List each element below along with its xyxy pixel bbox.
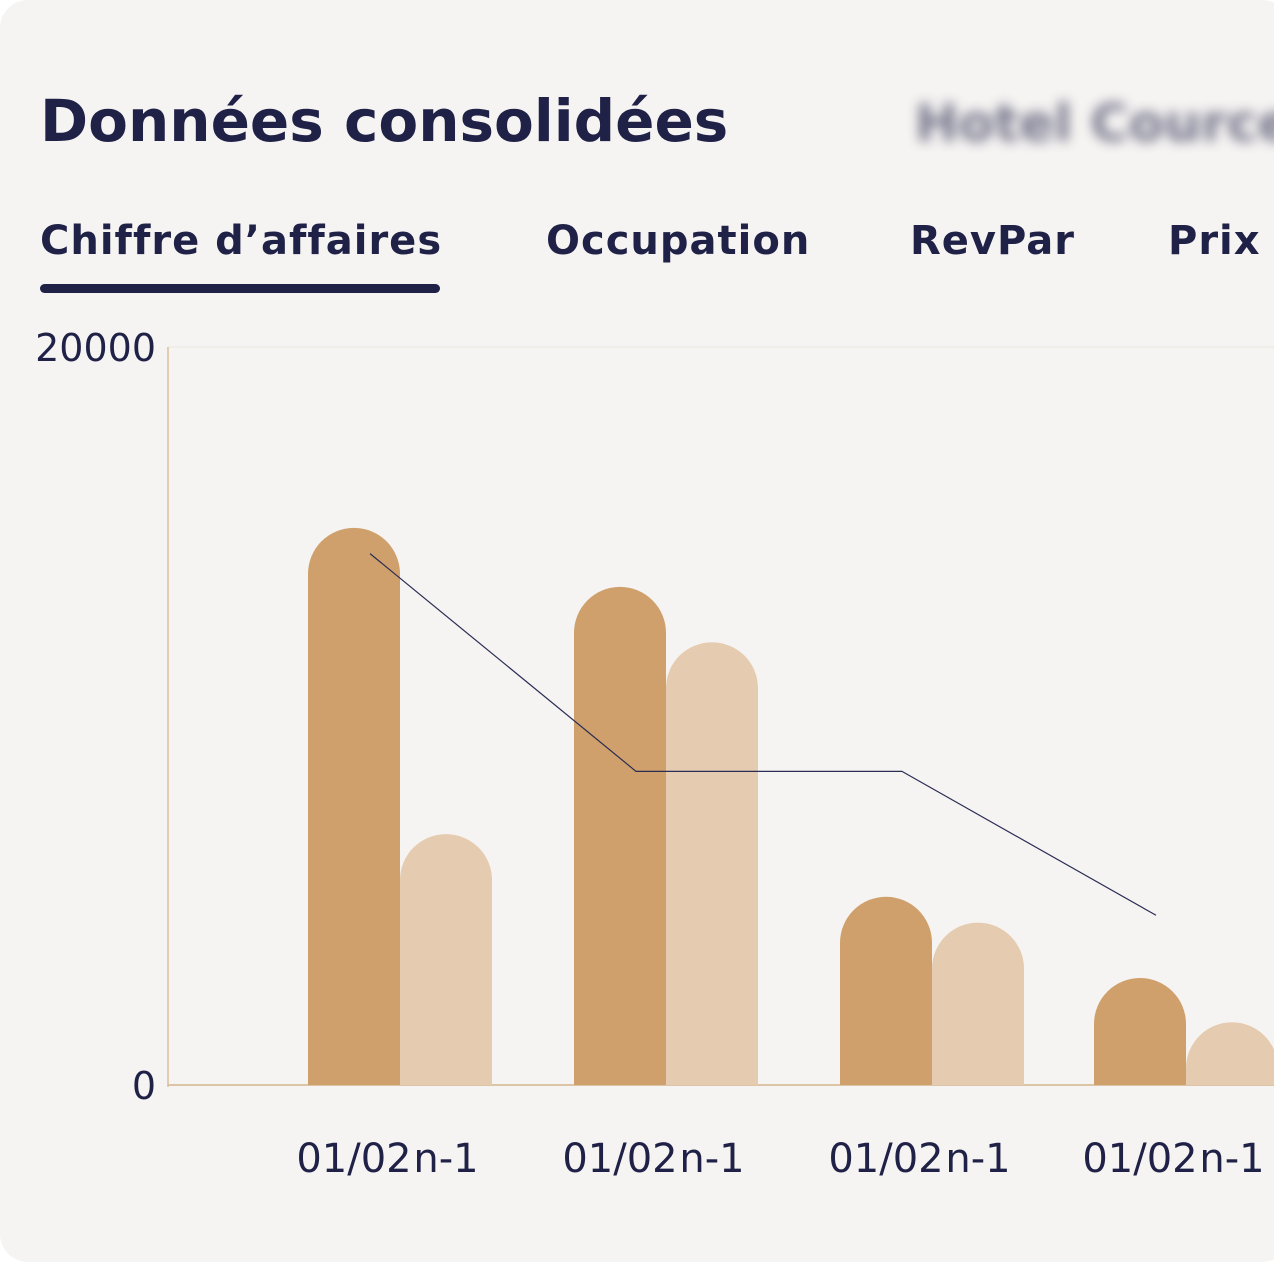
bar xyxy=(932,922,1024,1085)
bar xyxy=(1186,1022,1274,1085)
y-tick-label: 0 xyxy=(132,1064,156,1108)
title: Données consolidées xyxy=(40,87,728,155)
x-label: 01/02 xyxy=(828,1136,943,1182)
tab-underline xyxy=(40,284,440,293)
bar xyxy=(400,834,492,1085)
x-label: n-1 xyxy=(945,1136,1010,1182)
tab[interactable]: Occupation xyxy=(546,218,810,264)
bar xyxy=(666,642,758,1085)
bar xyxy=(1094,977,1186,1085)
bar xyxy=(574,586,666,1085)
line xyxy=(369,553,1157,916)
x-label: n-1 xyxy=(679,1136,744,1182)
tab[interactable]: Chiffre d’affaires xyxy=(40,218,442,264)
x-label: 01/02 xyxy=(296,1136,411,1182)
x-label: 01/02 xyxy=(1082,1136,1197,1182)
y-tick-label: 20000 xyxy=(35,326,156,370)
x-label: n-1 xyxy=(1199,1136,1264,1182)
tabs: Chiffre d’affaires Occupation RevPar Prix xyxy=(40,218,1261,293)
x-label: 01/02 xyxy=(562,1136,677,1182)
x-label: n-1 xyxy=(413,1136,478,1182)
hotel-name: Hotel Cource xyxy=(915,94,1274,154)
bar xyxy=(840,896,932,1085)
tab[interactable]: Prix xyxy=(1168,218,1261,264)
tab[interactable]: RevPar xyxy=(910,218,1075,264)
bar xyxy=(308,527,400,1085)
